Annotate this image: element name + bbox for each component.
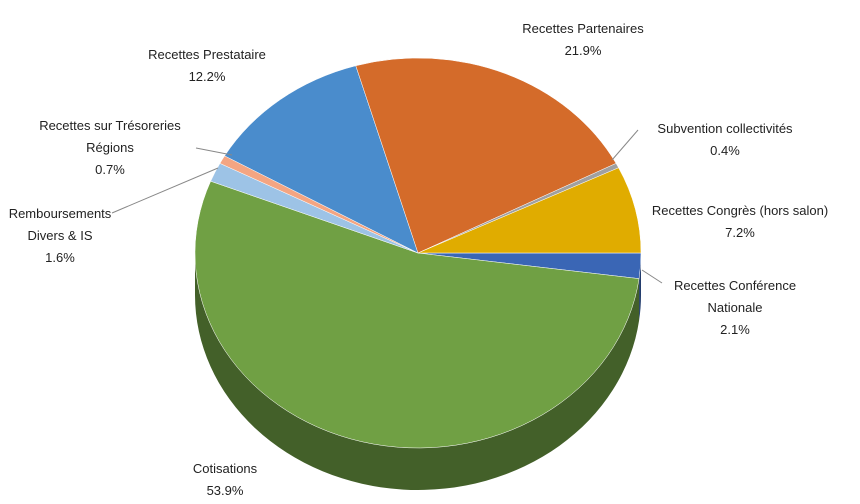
- label-name: Recettes Partenaires: [522, 21, 644, 36]
- label-name: Recettes Congrès (hors salon): [651, 203, 829, 218]
- label-name: Recettes sur Trésoreries Régions: [39, 118, 181, 155]
- leader-line: [111, 167, 219, 214]
- slice-label: Subvention collectivités 0.4%: [630, 118, 820, 162]
- slice: [355, 57, 617, 254]
- slice-label: Recettes Congrès (hors salon) 7.2%: [640, 200, 840, 244]
- label-value: 21.9%: [564, 43, 602, 58]
- label-value: 1.6%: [45, 250, 75, 265]
- label-name: Remboursements Divers & IS: [8, 206, 112, 243]
- leader-line: [641, 269, 663, 284]
- slice: [417, 167, 642, 254]
- label-value: 0.7%: [95, 162, 125, 177]
- label-value: 2.1%: [720, 322, 750, 337]
- label-name: Recettes Conférence Nationale: [673, 278, 797, 315]
- slice-label: Cotisations 53.9%: [165, 458, 285, 502]
- slice: [194, 180, 640, 449]
- slice-side: [639, 253, 641, 321]
- slice-label: Remboursements Divers & IS 1.6%: [0, 203, 123, 269]
- label-name: Recettes Prestataire: [148, 47, 266, 62]
- label-value: 0.4%: [710, 143, 740, 158]
- label-value: 53.9%: [206, 483, 244, 498]
- slice-label: Recettes Conférence Nationale 2.1%: [655, 275, 815, 341]
- slice: [224, 65, 419, 254]
- slice-side: [195, 253, 640, 491]
- label-name: Subvention collectivités: [657, 121, 793, 136]
- slice-label: Recettes sur Trésoreries Régions 0.7%: [20, 115, 200, 181]
- slice-label: Recettes Partenaires 21.9%: [503, 18, 663, 62]
- slice-label: Recettes Prestataire 12.2%: [127, 44, 287, 88]
- label-value: 12.2%: [188, 69, 226, 84]
- leader-line: [195, 147, 233, 156]
- label-value: 7.2%: [725, 225, 755, 240]
- label-name: Cotisations: [192, 461, 258, 476]
- leader-line: [611, 129, 639, 161]
